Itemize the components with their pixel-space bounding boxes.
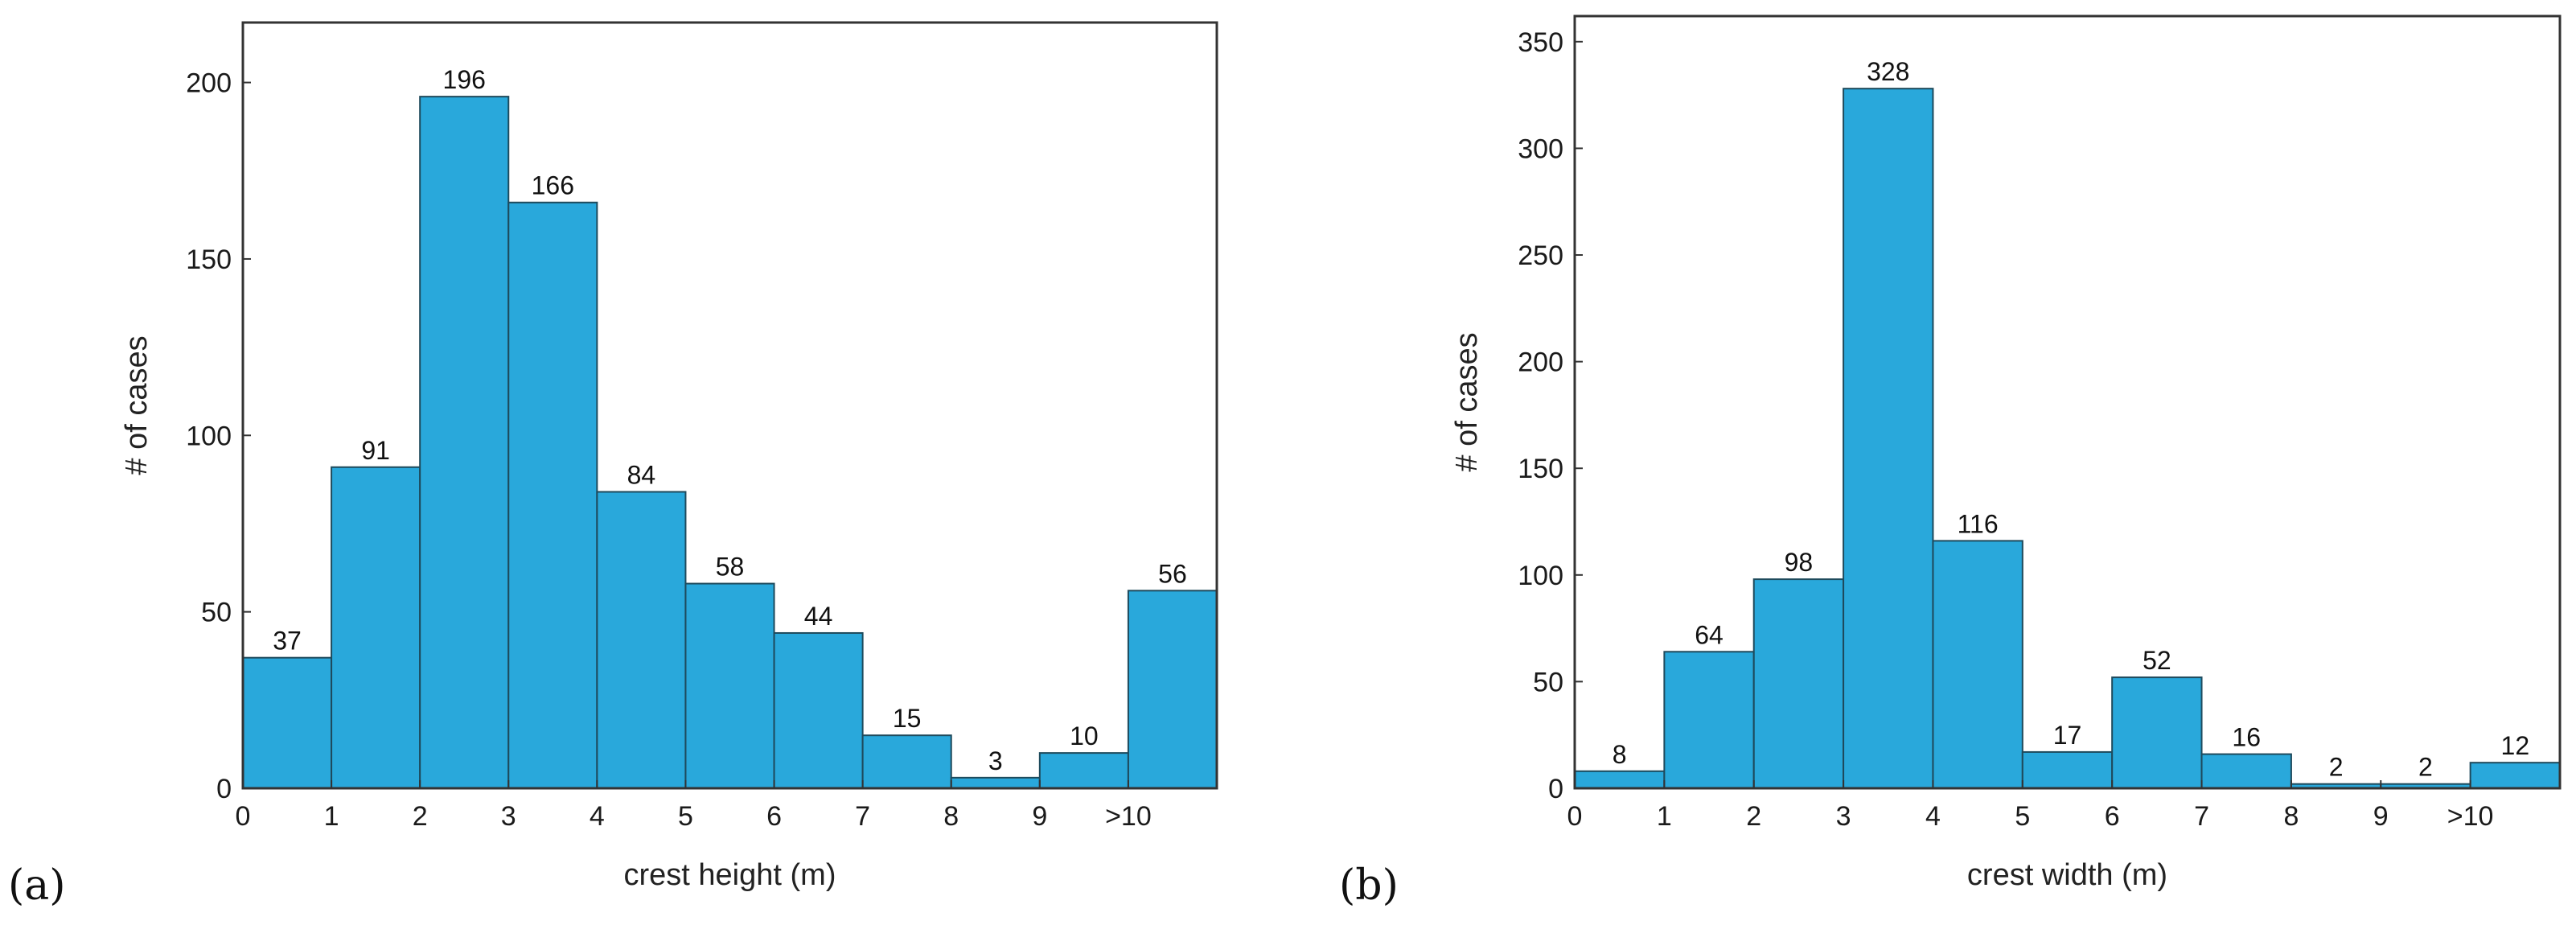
bar-value-label: 84 [627, 460, 656, 489]
bar-value-label: 2 [2418, 753, 2433, 782]
x-tick-label: 8 [943, 801, 959, 832]
x-tick-label: 0 [236, 801, 251, 832]
y-tick-label: 200 [186, 68, 232, 99]
bar-8-9 [950, 776, 1041, 789]
x-tick-label: 5 [2015, 801, 2030, 832]
bar-3-4 [1843, 88, 1934, 789]
bar-5-6 [2021, 750, 2114, 789]
bar-value-label: 98 [1785, 548, 1814, 577]
plot-frame [1573, 14, 2562, 790]
bar-4-5 [1932, 540, 2023, 789]
y-tick-label: 150 [1518, 454, 1563, 484]
y-axis-label: # of cases [1450, 332, 1484, 471]
bar-4-5 [596, 491, 687, 790]
bar-value-label: 58 [716, 553, 745, 582]
x-tick-label: 9 [2373, 801, 2389, 832]
x-tick-label: 3 [1836, 801, 1851, 832]
y-tick-label: 200 [1518, 347, 1563, 378]
y-tick-label: 100 [1518, 561, 1563, 591]
bar-value-label: 15 [893, 704, 922, 733]
bar-value-label: 3 [988, 746, 1003, 775]
x-tick-label: 9 [1032, 801, 1047, 832]
bar-3-4 [507, 201, 598, 789]
x-tick-label: 0 [1567, 801, 1583, 832]
y-tick-label: 250 [1518, 240, 1563, 271]
x-tick-label: 7 [2194, 801, 2209, 832]
bar-9-10 [1038, 752, 1129, 789]
x-tick-label: 7 [855, 801, 870, 832]
bar-value-label: 12 [2501, 731, 2530, 760]
x-tick-label: 3 [501, 801, 516, 832]
plot-frame [241, 21, 1218, 790]
bar-value-label: 64 [1695, 620, 1723, 649]
bar-value-label: 56 [1158, 559, 1187, 588]
x-tick-label: 1 [324, 801, 339, 832]
bar->10 [2469, 762, 2562, 790]
y-tick-label: 50 [201, 598, 232, 628]
bar-value-label: 10 [1070, 722, 1099, 750]
x-tick-label: 5 [678, 801, 693, 832]
bar-value-label: 8 [1613, 740, 1627, 769]
x-tick-label: 4 [1925, 801, 1941, 832]
y-tick-label: 350 [1518, 27, 1563, 58]
bar-0-1 [242, 656, 333, 790]
panel-label-b: (b) [1339, 861, 1399, 910]
bar-value-label: 37 [273, 627, 302, 656]
y-tick-label: 0 [216, 774, 232, 804]
y-tick-label: 150 [186, 245, 232, 275]
bar-1-2 [1663, 651, 1755, 789]
bar-5-6 [684, 582, 775, 790]
bar-value-label: 44 [804, 602, 833, 631]
bar-value-label: 2 [2329, 753, 2344, 782]
bar-value-label: 16 [2232, 723, 2261, 752]
x-axis-label: crest width (m) [1967, 858, 2167, 892]
bar-2-3 [419, 96, 510, 790]
bar-value-label: 17 [2053, 721, 2082, 750]
bar-value-label: 116 [1958, 509, 1999, 538]
x-tick-label: 2 [1746, 801, 1761, 832]
x-tick-label: >10 [1105, 801, 1152, 832]
bar->10 [1127, 590, 1218, 789]
bar-7-8 [2200, 753, 2292, 789]
y-tick-label: 0 [1548, 774, 1563, 804]
y-tick-label: 300 [1518, 134, 1563, 164]
y-tick-label: 50 [1533, 667, 1563, 697]
bar-value-label: 166 [532, 171, 574, 200]
y-axis-label: # of cases [120, 335, 154, 475]
x-tick-label: 6 [2105, 801, 2120, 832]
x-tick-label: >10 [2447, 801, 2494, 832]
bar-value-label: 196 [443, 65, 486, 94]
bar-7-8 [861, 734, 952, 789]
bar-0-1 [1574, 770, 1666, 790]
bar-value-label: 328 [1867, 57, 1909, 86]
bar-1-2 [331, 466, 421, 789]
x-tick-label: 6 [766, 801, 782, 832]
y-tick-label: 100 [186, 421, 232, 451]
x-tick-label: 2 [413, 801, 428, 832]
x-tick-label: 8 [2283, 801, 2299, 832]
bar-2-3 [1752, 578, 1845, 789]
bar-6-7 [2111, 676, 2203, 789]
bar-value-label: 91 [361, 436, 390, 465]
x-tick-label: 4 [590, 801, 605, 832]
bar-6-7 [773, 631, 864, 789]
x-tick-label: 1 [1657, 801, 1672, 832]
bar-value-label: 52 [2143, 646, 2171, 675]
x-axis-label: crest height (m) [624, 858, 836, 892]
panel-label-a: (a) [8, 861, 66, 910]
